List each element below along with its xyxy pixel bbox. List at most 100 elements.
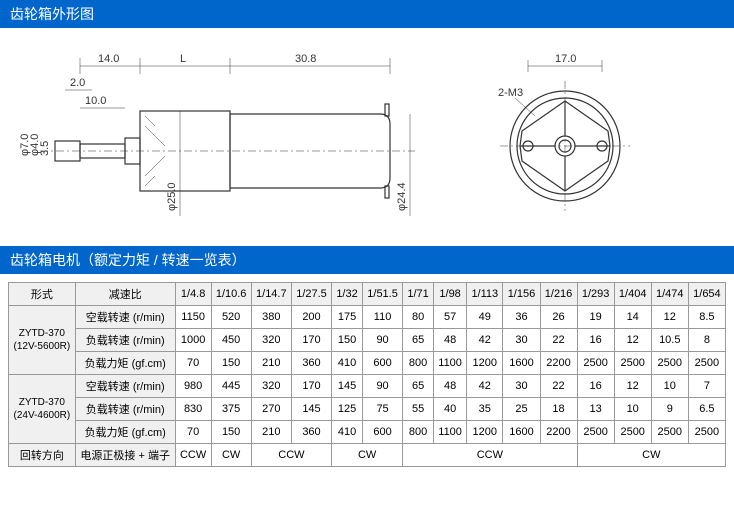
data-cell: 410 [332,421,363,444]
data-cell: 520 [211,306,251,329]
terminal-label: 电源正极接 + 端子 [75,444,175,467]
data-cell: 26 [540,306,577,329]
data-cell: 1600 [503,352,540,375]
diagram-area: 14.0 L 30.8 2.0 10.0 φ7.0 φ4.0 3.5 φ25 [0,36,734,246]
model-cell: ZYTD-370(24V-4600R) [9,375,76,444]
data-cell: 110 [362,306,402,329]
svg-text:L: L [180,53,186,65]
data-cell: 170 [291,375,331,398]
front-view-drawing: 17.0 2-M3 [480,46,640,226]
data-cell: 16 [577,375,614,398]
rotation-cell: CCW [251,444,331,467]
header-row: 形式 减速比 1/4.8 1/10.6 1/14.7 1/27.5 1/32 1… [9,283,726,306]
col-type: 形式 [9,283,76,306]
data-cell: 410 [332,352,363,375]
data-cell: 10.5 [651,329,688,352]
data-cell: 360 [291,352,331,375]
rotation-cell: CW [332,444,403,467]
data-cell: 145 [332,375,363,398]
data-cell: 80 [403,306,434,329]
svg-text:φ25.0: φ25.0 [166,182,178,211]
data-cell: 57 [434,306,467,329]
rotation-cell: CCW [175,444,211,467]
data-cell: 150 [332,329,363,352]
data-cell: 1100 [434,421,467,444]
data-cell: 10 [651,375,688,398]
row-label: 负载力矩 (gf.cm) [75,352,175,375]
data-cell: 450 [211,329,251,352]
data-cell: 10 [614,398,651,421]
data-cell: 8.5 [688,306,725,329]
data-cell: 320 [251,375,291,398]
row-label: 空载转速 (r/min) [75,375,175,398]
table-header: 齿轮箱电机（额定力矩 / 转速一览表） [0,246,734,274]
data-cell: 1000 [175,329,211,352]
data-cell: 12 [614,329,651,352]
rotation-label: 回转方向 [9,444,76,467]
data-cell: 48 [434,375,467,398]
data-cell: 42 [467,329,503,352]
data-cell: 980 [175,375,211,398]
data-cell: 9 [651,398,688,421]
row-label: 负载力矩 (gf.cm) [75,421,175,444]
data-cell: 150 [211,352,251,375]
data-cell: 16 [577,329,614,352]
data-cell: 19 [577,306,614,329]
svg-text:3.5: 3.5 [39,141,51,156]
data-cell: 2500 [614,352,651,375]
data-cell: 14 [614,306,651,329]
data-cell: 1600 [503,421,540,444]
data-cell: 40 [434,398,467,421]
data-cell: 830 [175,398,211,421]
data-cell: 360 [291,421,331,444]
data-cell: 49 [467,306,503,329]
table-row: 负载力矩 (gf.cm)7015021036041060080011001200… [9,352,726,375]
data-cell: 65 [403,375,434,398]
data-cell: 42 [467,375,503,398]
data-cell: 36 [503,306,540,329]
data-cell: 65 [403,329,434,352]
data-cell: 320 [251,329,291,352]
data-cell: 2500 [577,352,614,375]
table-row: 负载转速 (r/min)8303752701451257555403525181… [9,398,726,421]
data-cell: 2500 [614,421,651,444]
svg-text:φ24.4: φ24.4 [396,182,408,211]
data-cell: 2200 [540,352,577,375]
data-cell: 6.5 [688,398,725,421]
data-cell: 800 [403,421,434,444]
data-cell: 125 [332,398,363,421]
svg-text:10.0: 10.0 [85,95,106,107]
data-cell: 2500 [651,352,688,375]
side-view-drawing: 14.0 L 30.8 2.0 10.0 φ7.0 φ4.0 3.5 φ25 [20,46,440,226]
table-row: ZYTD-370(12V-5600R)空载转速 (r/min)115052038… [9,306,726,329]
data-cell: 70 [175,352,211,375]
row-label: 空载转速 (r/min) [75,306,175,329]
data-cell: 30 [503,375,540,398]
data-cell: 48 [434,329,467,352]
row-label: 负载转速 (r/min) [75,329,175,352]
data-cell: 8 [688,329,725,352]
data-cell: 12 [651,306,688,329]
data-cell: 18 [540,398,577,421]
diagram-header: 齿轮箱外形图 [0,0,734,28]
data-cell: 1150 [175,306,211,329]
data-cell: 70 [175,421,211,444]
data-cell: 75 [362,398,402,421]
data-cell: 90 [362,329,402,352]
svg-text:2-M3: 2-M3 [498,87,523,99]
table-row: 负载转速 (r/min)1000450320170150906548423022… [9,329,726,352]
data-cell: 380 [251,306,291,329]
data-cell: 375 [211,398,251,421]
rotation-cell: CW [211,444,251,467]
data-cell: 150 [211,421,251,444]
rotation-cell: CW [577,444,725,467]
data-cell: 2500 [651,421,688,444]
col-ratio: 减速比 [75,283,175,306]
data-cell: 22 [540,375,577,398]
data-cell: 2500 [688,421,725,444]
data-cell: 210 [251,352,291,375]
data-cell: 30 [503,329,540,352]
data-cell: 175 [332,306,363,329]
data-cell: 12 [614,375,651,398]
data-cell: 13 [577,398,614,421]
